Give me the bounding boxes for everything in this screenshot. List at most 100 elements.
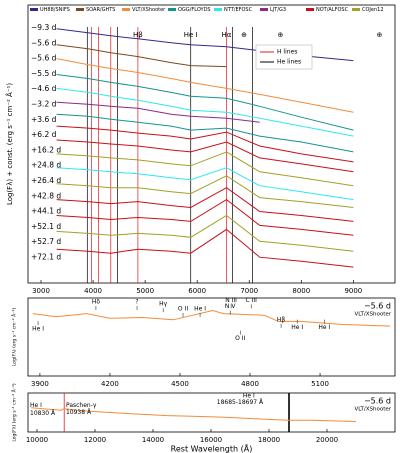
epoch-label: +72.1 d [31,253,61,262]
line-label: He I [184,31,198,39]
x-axis-label: Rest Wavelength (Å) [171,443,253,453]
annotation: C III [245,297,257,304]
annotation: O II [178,305,188,312]
x-tick-label: 14000 [142,436,164,444]
legend-swatch [168,8,176,11]
x-tick-label: 3000 [32,287,50,295]
y-axis-label: Log(Fλ) (erg s⁻¹ cm⁻² Å⁻¹) [11,308,18,366]
epoch-label: +44.1 d [31,207,61,216]
spectrum [56,101,260,123]
annotation: He I [30,402,42,409]
line-label: ⊕ [376,31,382,39]
x-tick-label: 9000 [344,287,362,295]
plot-frame [27,4,396,284]
annotation: He I [318,324,330,331]
epoch-label: +3.6 d [31,115,57,124]
spectrum [56,44,227,68]
x-tick-label: 12000 [84,436,106,444]
legend-swatch [214,8,222,11]
epoch-label: +26.4 d [31,176,61,185]
x-tick-label: 4200 [101,380,119,388]
epoch-label: −5.5 d [31,69,57,78]
legend-epoch: −5.6 d [364,302,391,311]
y-axis-label: Log(Fλ) (erg s⁻¹ cm⁻² Å⁻¹) [11,383,18,441]
plot-frame [27,392,396,433]
legend-swatch [122,8,130,11]
spectrum [56,151,354,187]
legend-label: UH88/SNIFS [40,7,70,13]
epoch-label: −3.2 d [31,100,57,109]
spectrum [56,214,354,252]
epoch-label: −5.6 d [31,38,57,47]
annotation: He I [291,324,303,331]
epoch-label: −9.3 d [31,23,57,32]
annotation: He I [194,305,206,312]
x-tick-label: 20000 [316,436,338,444]
legend-label: NTT/EFOSC [224,7,253,13]
annotation: N V [225,303,236,310]
annotation: He I [32,326,44,333]
spectrum [56,187,354,222]
legend-label: LJT/G3 [270,7,286,13]
spectrum [56,228,354,268]
legend-label: VLT/XShooter [354,407,391,413]
spectrum [56,58,354,113]
legend-label: VLT/XShooter [354,312,391,318]
x-tick-label: 18000 [258,436,280,444]
legend-label: OGG/FLOYDS [178,7,211,13]
x-tick-label: 4500 [171,380,189,388]
epoch-label: −5.6 d [31,54,57,63]
legend-swatch [306,8,314,11]
legend-label: COJen12 [362,7,384,13]
line-label: Hβ [133,31,143,39]
spectrum [56,113,354,153]
spectrum [56,139,354,173]
annotation: 10938 Å [66,409,92,416]
epoch-label: +6.2 d [31,130,57,139]
annotation: He I [243,393,255,400]
legend-swatch [76,8,84,11]
legend-label: VLT/XShooter [132,7,166,13]
epoch-label: +52.1 d [31,222,61,231]
annotation: ? [135,298,138,305]
annotation: N III [225,297,237,304]
epoch-label: +16.2 d [31,145,61,154]
spectrum [56,167,354,201]
line-label: Hα [222,31,232,39]
spectrum [56,175,354,208]
spectrum [56,74,354,131]
legend-swatch [30,8,38,11]
x-tick-label: 16000 [200,436,222,444]
spectrum [56,125,354,163]
line-legend-box [255,44,313,70]
line-label: ⊕ [241,31,247,39]
x-tick-label: 8000 [292,287,310,295]
x-tick-label: 4800 [241,380,259,388]
annotation: 10830 Å [30,410,56,417]
x-tick-label: 5000 [136,287,154,295]
epoch-label: −4.6 d [31,84,57,93]
plot-frame [27,297,396,377]
epoch-label: +52.7 d [31,237,61,246]
epoch-label: +42.8 d [31,191,61,200]
x-tick-label: 5100 [311,380,329,388]
spectrum [56,198,354,236]
y-axis-label: Log(Fλ) + const. (erg s⁻¹ cm⁻² Å⁻¹) [5,83,14,205]
x-tick-label: 4000 [84,287,102,295]
legend-label: SOAR/GHTS [86,7,115,13]
x-tick-label: 7000 [240,287,258,295]
legend-swatch [260,8,268,11]
annotation: Hβ [277,316,286,323]
x-tick-label: 6000 [188,287,206,295]
legend-swatch [352,8,360,11]
legend-label: NOT/ALFOSC [316,7,349,13]
line-label: ⊕ [278,31,284,39]
spectrum [56,87,354,137]
x-tick-label: 3900 [31,380,49,388]
line-legend-label: He lines [277,59,301,66]
annotation: Hγ [159,301,168,308]
legend-epoch: −5.6 d [364,397,391,406]
annotation: Hδ [92,298,101,305]
